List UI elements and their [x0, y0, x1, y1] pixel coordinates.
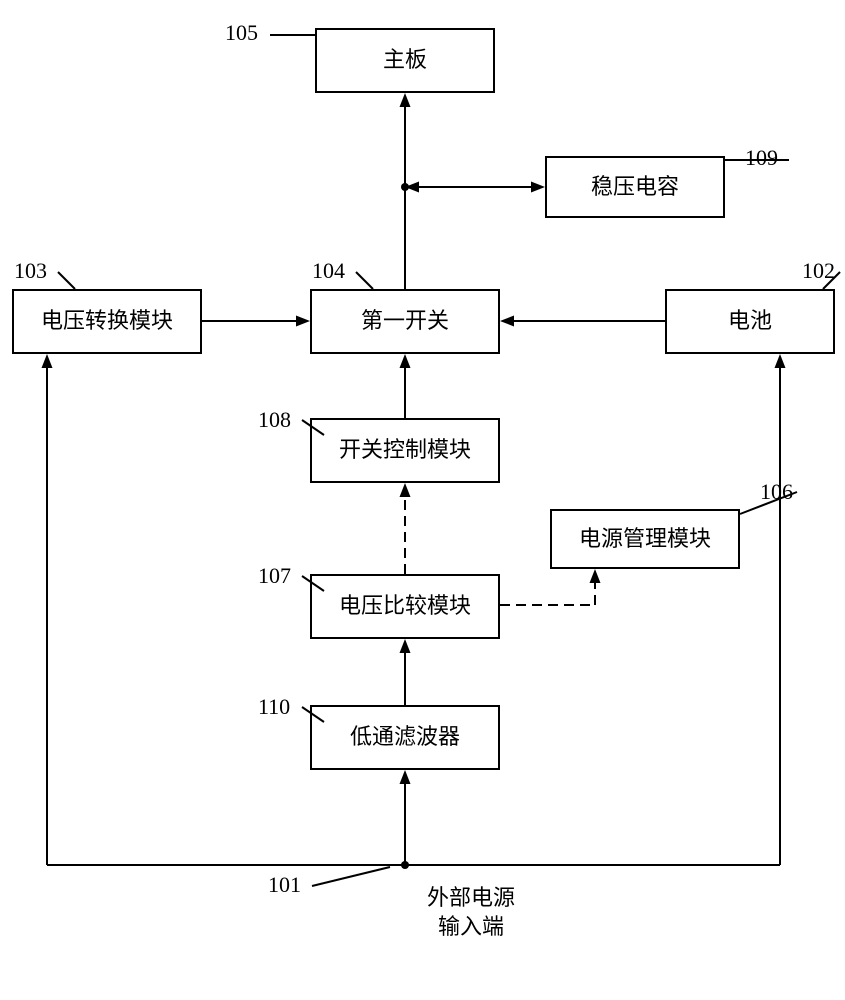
block-label: 电源管理模块: [579, 525, 711, 554]
connectors-layer: [0, 0, 845, 1000]
block-first-switch: 第一开关: [310, 289, 500, 354]
block-label: 稳压电容: [591, 173, 679, 202]
block-volt-compare: 电压比较模块: [310, 574, 500, 639]
block-lpf: 低通滤波器: [310, 705, 500, 770]
ref-107: 107: [258, 563, 291, 589]
block-label: 主板: [383, 46, 427, 75]
block-label: 电压转换模块: [41, 307, 173, 336]
input-label: 外部电源 输入端: [411, 884, 531, 941]
block-label: 电压比较模块: [339, 592, 471, 621]
block-battery: 电池: [665, 289, 835, 354]
block-label: 电池: [728, 307, 772, 336]
block-switch-ctrl: 开关控制模块: [310, 418, 500, 483]
ref-108: 108: [258, 407, 291, 433]
block-label: 低通滤波器: [350, 723, 460, 752]
block-label: 开关控制模块: [339, 436, 471, 465]
input-label-line1: 外部电源: [427, 885, 515, 910]
ref-102: 102: [802, 258, 835, 284]
ref-105: 105: [225, 20, 258, 46]
block-volt-conv: 电压转换模块: [12, 289, 202, 354]
ref-104: 104: [312, 258, 345, 284]
ref-110: 110: [258, 694, 290, 720]
block-label: 第一开关: [361, 307, 449, 336]
input-label-line2: 输入端: [438, 914, 504, 939]
block-power-mgmt: 电源管理模块: [550, 509, 740, 569]
block-stab-cap: 稳压电容: [545, 156, 725, 218]
ref-109: 109: [745, 145, 778, 171]
ref-101: 101: [268, 872, 301, 898]
ref-103: 103: [14, 258, 47, 284]
block-mainboard: 主板: [315, 28, 495, 93]
ref-106: 106: [760, 479, 793, 505]
